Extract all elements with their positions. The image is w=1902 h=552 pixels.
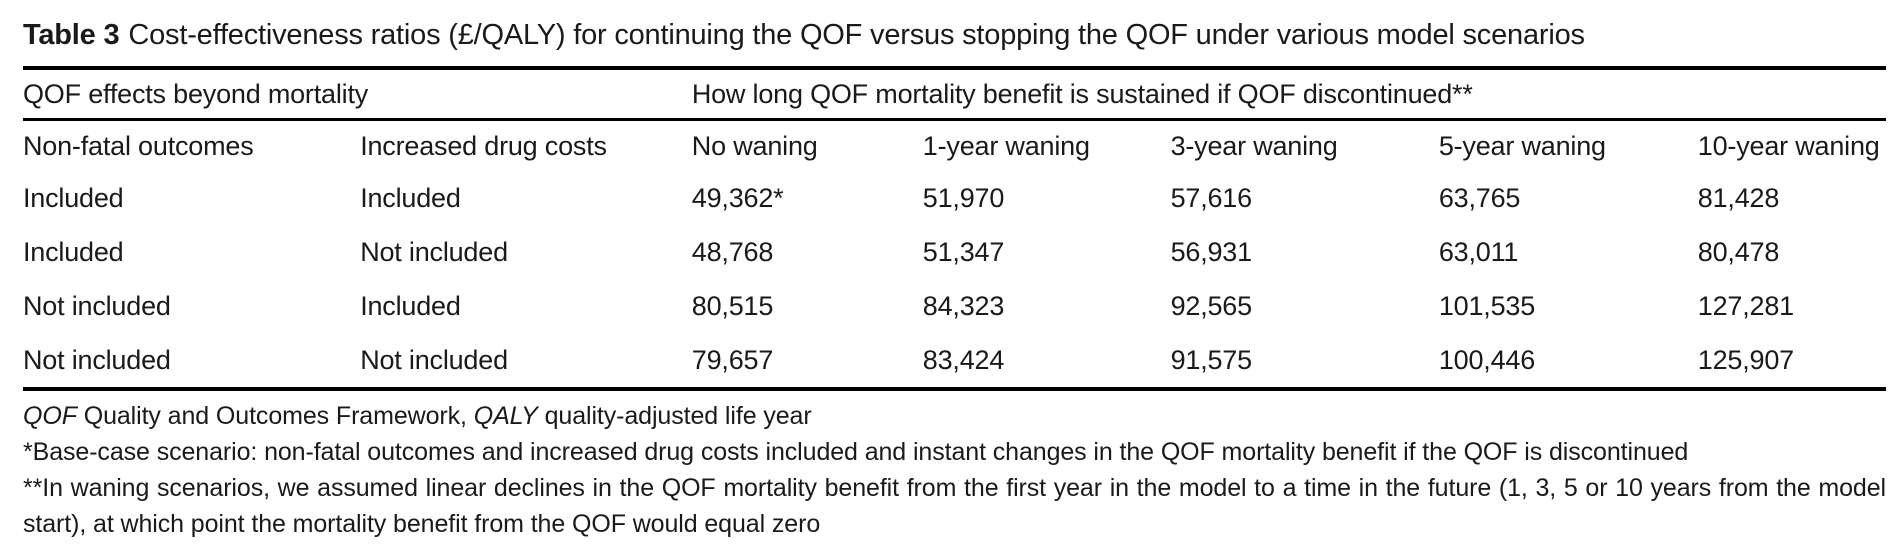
table-cell: 84,323 [922,290,1005,321]
table-cell: 83,424 [922,344,1005,375]
table-cell: 51,347 [922,236,1005,267]
table-cell: 125,907 [1697,344,1794,375]
table-cell: Not included [360,236,508,267]
table-cell: Included [23,236,124,267]
abbr-term-qaly: QALY [473,402,538,430]
column-header: 5-year waning [1438,130,1606,161]
table-cell: 80,515 [691,290,774,321]
table-cell: Included [23,182,124,213]
abbr-def-qaly: quality-adjusted life year [537,402,812,430]
group-header-row: QOF effects beyond mortality How long QO… [23,70,1886,118]
table-row: Not included Not included 79,657 83,424 … [23,333,1886,387]
footnote-waning: **In waning scenarios, we assumed linear… [23,474,1886,538]
table-footnotes: QOF Quality and Outcomes Framework, QALY… [23,391,1886,542]
top-rule [23,66,1886,70]
column-header: Increased drug costs [360,130,607,161]
footnote-abbreviations: QOF Quality and Outcomes Framework, QALY… [23,398,1886,434]
column-header: 1-year waning [922,130,1090,161]
column-header: 10-year waning [1697,130,1880,161]
table-cell: Included [360,290,461,321]
table-cell: 127,281 [1697,290,1794,321]
table-cell: Not included [23,290,171,321]
column-header: No waning [691,130,818,161]
table-label: Table 3 [23,19,120,51]
column-header: Non-fatal outcomes [23,130,254,161]
abbr-def-qof: Quality and Outcomes Framework, [76,402,474,430]
footnote-base-case: *Base-case scenario: non-fatal outcomes … [23,438,1689,466]
table-cell: 80,478 [1697,236,1780,267]
table-row: Included Included 49,362* 51,970 57,616 … [23,171,1886,225]
group-header-right: How long QOF mortality benefit is sustai… [691,78,1473,109]
table-row: Not included Included 80,515 84,323 92,5… [23,279,1886,333]
header-rule [23,118,1886,121]
group-header-left: QOF effects beyond mortality [23,78,369,109]
cost-effectiveness-table: Non-fatal outcomes Increased drug costs … [23,121,1886,387]
table-title: Cost-effectiveness ratios (£/QALY) for c… [128,19,1585,51]
table-cell: 92,565 [1170,290,1253,321]
table-row: Included Not included 48,768 51,347 56,9… [23,225,1886,279]
table-cell: 56,931 [1170,236,1253,267]
table-cell: 63,011 [1438,236,1519,267]
table-cell: 49,362* [691,182,784,213]
table-cell: Included [360,182,461,213]
table-cell: 79,657 [691,344,774,375]
table-cell: 81,428 [1697,182,1780,213]
table-cell: 101,535 [1438,290,1536,321]
table-cell: 91,575 [1170,344,1253,375]
column-header-row: Non-fatal outcomes Increased drug costs … [23,121,1886,171]
table-cell: Not included [23,344,171,375]
table-cell: 48,768 [691,236,774,267]
table-cell: Not included [360,344,508,375]
table-caption: Table 3 Cost-effectiveness ratios (£/QALY… [23,0,1886,54]
abbr-term-qof: QOF [23,402,77,430]
column-header: 3-year waning [1170,130,1338,161]
bottom-rule [23,387,1886,391]
table-cell: 51,970 [922,182,1005,213]
table-cell: 57,616 [1170,182,1253,213]
table-cell: 100,446 [1438,344,1536,375]
table-cell: 63,765 [1438,182,1521,213]
table-figure: Table 3 Cost-effectiveness ratios (£/QALY… [23,0,1886,542]
